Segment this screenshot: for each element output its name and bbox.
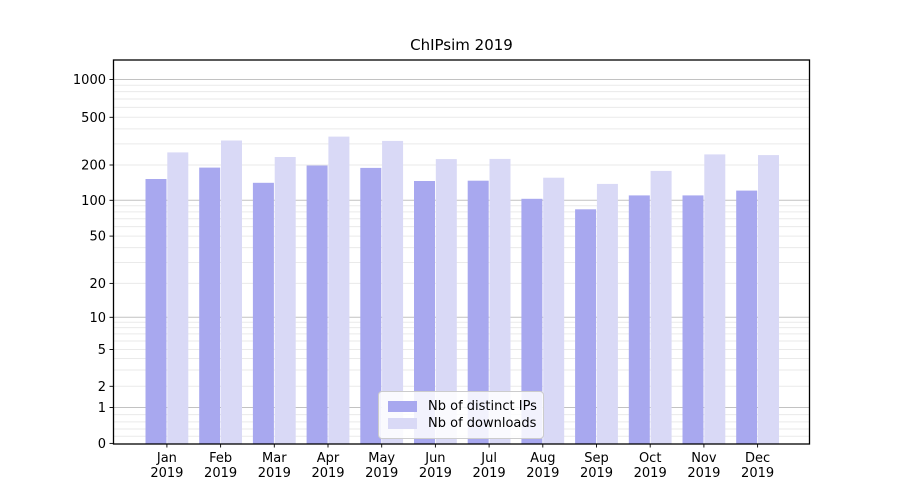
x-tick-label-month: Sep xyxy=(584,451,609,466)
bar-nb-of-distinct-ips-may xyxy=(360,167,382,444)
legend-label-distinct-ips: Nb of distinct IPs xyxy=(428,399,537,414)
y-tick-label: 2 xyxy=(98,380,106,395)
x-tick-label-year: 2019 xyxy=(204,466,237,481)
y-tick-label: 1000 xyxy=(73,73,106,88)
bar-nb-of-distinct-ips-apr xyxy=(306,165,328,444)
bar-nb-of-downloads-aug xyxy=(543,177,565,444)
bar-nb-of-distinct-ips-sep xyxy=(575,209,597,444)
bar-nb-of-downloads-sep xyxy=(596,183,618,444)
x-tick-label-year: 2019 xyxy=(741,466,774,481)
legend-swatch-distinct-ips xyxy=(388,401,417,412)
bar-nb-of-distinct-ips-feb xyxy=(199,167,221,444)
x-tick-label-month: Jan xyxy=(156,451,177,466)
bar-nb-of-distinct-ips-jun xyxy=(414,181,435,444)
bar-nb-of-downloads-nov xyxy=(704,154,726,444)
x-tick-label-month: Dec xyxy=(745,451,770,466)
y-tick-label: 5 xyxy=(98,343,106,358)
y-tick-label: 10 xyxy=(89,311,106,326)
x-tick-label-month: Jun xyxy=(424,451,445,466)
x-tick-label-month: Feb xyxy=(209,451,232,466)
bar-nb-of-distinct-ips-dec xyxy=(736,190,758,444)
x-tick-label-year: 2019 xyxy=(150,466,183,481)
bar-nb-of-downloads-jun xyxy=(435,159,457,444)
y-tick-label: 1 xyxy=(98,401,106,416)
y-tick-label: 500 xyxy=(81,111,106,126)
bar-nb-of-downloads-feb xyxy=(221,140,242,444)
x-tick-label-year: 2019 xyxy=(580,466,613,481)
bar-nb-of-distinct-ips-jul xyxy=(467,180,489,444)
legend-item-distinct-ips: Nb of distinct IPs xyxy=(388,399,537,414)
x-tick-label-year: 2019 xyxy=(365,466,398,481)
x-tick-label-month: Aug xyxy=(530,451,555,466)
chart-title: ChIPsim 2019 xyxy=(410,36,513,54)
plot-border xyxy=(112,59,811,445)
x-tick-label-year: 2019 xyxy=(687,466,720,481)
x-tick-label-year: 2019 xyxy=(311,466,344,481)
x-tick-label-month: Oct xyxy=(639,451,661,466)
bar-nb-of-distinct-ips-mar xyxy=(252,182,274,445)
x-tick-label-month: Jul xyxy=(480,451,497,466)
x-tick-label-month: Apr xyxy=(317,451,340,466)
x-tick-label-year: 2019 xyxy=(258,466,291,481)
bar-nb-of-downloads-mar xyxy=(274,157,296,444)
legend-swatch-downloads xyxy=(388,418,417,429)
bar-nb-of-downloads-jan xyxy=(167,152,189,444)
y-tick-label: 100 xyxy=(81,194,106,209)
x-tick-label-month: Mar xyxy=(262,451,287,466)
x-tick-label-month: Nov xyxy=(691,451,717,466)
x-tick-label-year: 2019 xyxy=(526,466,559,481)
y-tick-label: 200 xyxy=(81,159,106,174)
legend: Nb of distinct IPs Nb of downloads xyxy=(378,391,544,439)
y-tick-label: 20 xyxy=(89,277,106,292)
x-tick-label-year: 2019 xyxy=(419,466,452,481)
bar-nb-of-downloads-may xyxy=(382,140,404,444)
y-tick-label: 0 xyxy=(98,437,106,452)
bar-nb-of-distinct-ips-aug xyxy=(521,198,543,444)
bar-nb-of-distinct-ips-oct xyxy=(628,195,650,444)
bar-nb-of-downloads-apr xyxy=(328,136,350,444)
bar-nb-of-distinct-ips-nov xyxy=(682,195,704,444)
x-tick-label-month: May xyxy=(368,451,395,466)
bar-nb-of-downloads-jul xyxy=(489,158,511,444)
bar-nb-of-downloads-dec xyxy=(758,155,779,444)
x-tick-label-year: 2019 xyxy=(473,466,506,481)
bar-nb-of-distinct-ips-jan xyxy=(145,179,167,444)
bar-nb-of-downloads-oct xyxy=(650,170,672,444)
legend-item-downloads: Nb of downloads xyxy=(388,416,537,431)
legend-label-downloads: Nb of downloads xyxy=(428,416,537,431)
x-tick-label-year: 2019 xyxy=(634,466,667,481)
y-tick-label: 50 xyxy=(89,230,106,245)
